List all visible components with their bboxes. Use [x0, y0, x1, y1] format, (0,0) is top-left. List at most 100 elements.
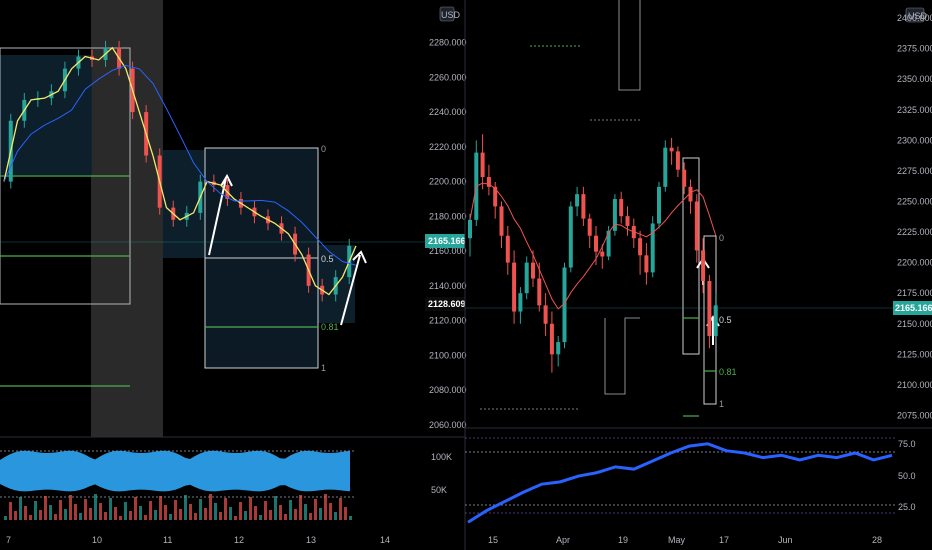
left-volume-bar-7 — [39, 510, 42, 520]
right-candle-3 — [486, 177, 491, 187]
right-candle-24 — [619, 199, 624, 217]
left-volume-bar-50 — [254, 506, 257, 520]
right-y-tick-5: 2275.000 — [897, 166, 932, 176]
left-volume-bar-45 — [229, 507, 232, 520]
right-candle-8 — [518, 293, 523, 312]
right-y-axis: USD — [905, 7, 928, 23]
right-candle-17 — [575, 194, 580, 207]
right-x-tick-6: 28 — [872, 535, 882, 545]
right-candle-28 — [644, 255, 649, 273]
left-volume-bar-67 — [339, 498, 342, 520]
right-fib-label-05: 0.5 — [719, 315, 732, 325]
left-fib-label-05: 0.5 — [321, 254, 334, 264]
left-volume-bar-59 — [299, 495, 302, 520]
left-volume-bar-15 — [79, 513, 82, 520]
right-candle-11 — [537, 278, 542, 306]
left-volume-bar-36 — [184, 495, 187, 520]
right-box-1 — [682, 157, 700, 355]
left-x-tick-2: 11 — [163, 535, 172, 545]
left-price-badge-current-bg — [425, 234, 465, 248]
left-volume-bar-17 — [89, 508, 92, 520]
left-volume-bar-28 — [144, 515, 147, 520]
right-ma-line — [469, 182, 717, 310]
left-currency-badge — [439, 6, 455, 22]
right-candle-9 — [524, 262, 529, 294]
left-x-tick-3: 12 — [234, 535, 244, 545]
left-volume-bar-56 — [284, 514, 287, 520]
left-volume-bar-39 — [199, 499, 202, 520]
right-channel-lower — [604, 317, 640, 395]
left-y-tick-6: 2160.000 — [429, 246, 467, 256]
right-x-tick-2: 19 — [618, 535, 628, 545]
right-panel: 0 0.5 0.81 1 — [465, 0, 895, 417]
left-volume-bar-55 — [279, 505, 282, 520]
left-price-badge-current: 2165.166 — [428, 236, 466, 246]
rsi-label-50: 50.0 — [898, 471, 916, 481]
left-y-tick-11: 2060.000 — [429, 420, 467, 430]
left-volume-bar-61 — [309, 513, 312, 520]
left-y-tick-3: 2220.000 — [429, 142, 467, 152]
left-volume-bar-25 — [129, 511, 132, 520]
left-volume-bar-10 — [54, 514, 57, 520]
right-price-badge: 2165.166 — [893, 301, 932, 315]
right-currency-label: USD — [908, 11, 928, 21]
left-volume-bar-62 — [314, 499, 317, 520]
left-lines — [3, 46, 357, 296]
left-volume-bar-1 — [9, 502, 12, 520]
left-x-tick-4: 13 — [306, 535, 316, 545]
left-volume-bar-60 — [304, 504, 307, 520]
right-y-tick-3: 2325.000 — [897, 105, 932, 115]
left-volume-bar-30 — [154, 510, 157, 520]
left-volume-bar-22 — [114, 507, 117, 520]
left-volume-bar-54 — [274, 496, 277, 520]
left-slow-ma-line — [3, 64, 357, 266]
right-candle-34 — [682, 169, 687, 187]
left-volume-bar-2 — [14, 511, 17, 520]
left-volume-bar-12 — [64, 509, 67, 520]
left-volume-bar-4 — [24, 506, 27, 520]
rsi-label-25: 25.0 — [898, 502, 916, 512]
right-y-tick-8: 2200.000 — [897, 258, 932, 268]
right-candles — [468, 134, 718, 373]
right-candle-31 — [663, 147, 668, 187]
left-currency-label: USD — [441, 10, 461, 20]
right-candle-33 — [675, 151, 680, 170]
right-y-tick-2: 2350.000 — [897, 74, 932, 84]
left-indicator-pane: 100K 50K — [0, 436, 465, 498]
right-candle-10 — [531, 262, 535, 279]
rsi-label-75: 75.0 — [898, 439, 916, 449]
left-volume-bar-64 — [324, 494, 327, 520]
left-volume-bar-19 — [99, 503, 102, 520]
left-volume-bar-38 — [194, 513, 197, 520]
left-volume-bar-33 — [169, 514, 172, 520]
left-volume-bar-52 — [264, 501, 267, 520]
left-volume-bar-0 — [4, 516, 7, 520]
right-candle-21 — [600, 251, 605, 257]
left-arrow-1 — [208, 173, 233, 256]
right-x-axis: 15 Apr 19 May 17 Jun 28 — [488, 535, 882, 545]
right-y-tick-7: 2225.000 — [897, 227, 932, 237]
left-x-axis: 7 10 11 12 13 14 — [6, 535, 390, 545]
left-volume-bar-57 — [289, 500, 292, 520]
left-volume-bar-37 — [189, 504, 192, 520]
left-y-tick-8: 2120.000 — [429, 316, 467, 326]
right-candle-18 — [581, 194, 586, 219]
left-volume-bar-5 — [29, 515, 32, 520]
left-panel: 0 0.5 0.81 1 — [0, 0, 425, 437]
left-volume-bar-69 — [349, 516, 352, 520]
left-volume-bar-41 — [209, 494, 212, 520]
left-volume-bar-42 — [214, 503, 217, 520]
right-candle-6 — [505, 235, 510, 263]
right-candle-4 — [493, 186, 498, 207]
right-candle-38 — [707, 280, 712, 336]
right-fib-label-081: 0.81 — [719, 367, 737, 377]
right-candle-36 — [694, 201, 699, 251]
right-y-tick-12: 2100.000 — [897, 380, 932, 390]
right-candle-37 — [701, 250, 706, 281]
left-price-badge-secondary: 2128.609 — [428, 299, 466, 309]
right-y-ticks: 2400.000 2375.000 2350.000 2325.000 2300.000… — [897, 13, 932, 420]
right-candle-39 — [713, 305, 718, 336]
right-rsi — [467, 442, 893, 524]
left-volume-bar-35 — [179, 509, 182, 520]
